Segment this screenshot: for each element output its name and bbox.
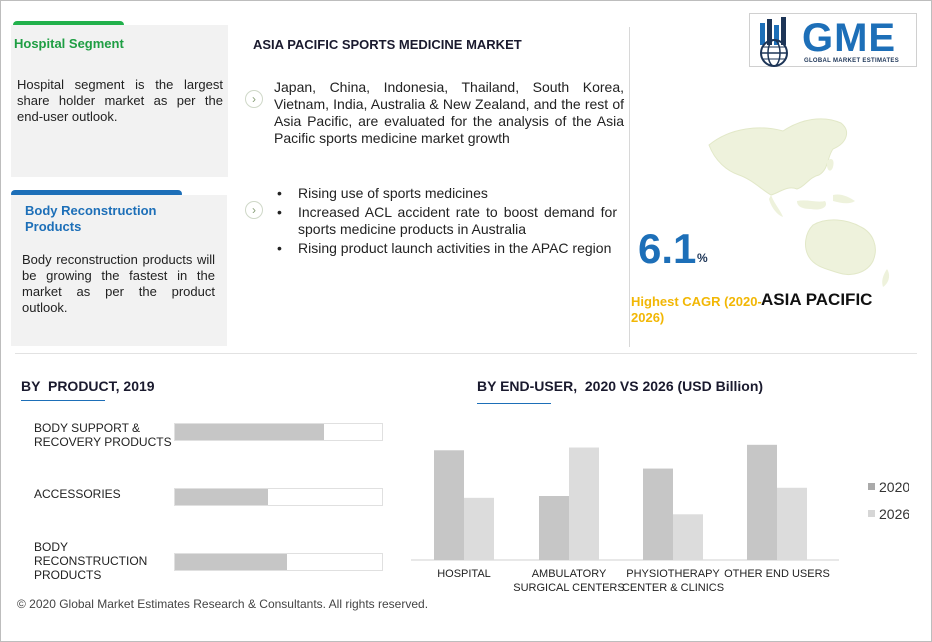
gme-logo: GME GLOBAL MARKET ESTIMATES (749, 13, 917, 67)
hospital-card (11, 25, 228, 177)
product-bar-track (174, 488, 383, 506)
driver-list: Rising use of sports medicines Increased… (277, 185, 617, 259)
enduser-title-underline (477, 403, 551, 404)
enduser-chart-title: BY END-USER, 2020 VS 2026 (USD Billion) (477, 378, 764, 394)
legend-swatch (868, 510, 875, 517)
body-reconstruction-card (11, 195, 227, 346)
legend-swatch (868, 483, 875, 490)
product-bar (175, 489, 269, 505)
enduser-bar-2026 (673, 514, 703, 560)
category-label: AMBULATORY SURGICAL CENTERS (513, 568, 624, 594)
product-label: ACCESSORIES (34, 487, 121, 501)
body-card-text: Body reconstruction products will be gro… (22, 252, 215, 315)
body-card-title: Body Reconstruction Products (25, 203, 157, 234)
product-bar (175, 424, 325, 440)
chevron-right-icon: › (245, 90, 263, 108)
product-label: BODY SUPPORT & RECOVERY PRODUCTS (34, 421, 172, 449)
market-title: ASIA PACIFIC SPORTS MEDICINE MARKET (253, 37, 522, 52)
cagr-unit: % (697, 251, 708, 265)
category-label: HOSPITAL (437, 568, 491, 580)
driver-item: Rising use of sports medicines (277, 185, 617, 202)
enduser-bar-2020 (539, 496, 569, 560)
legend-label: 2026 (879, 506, 909, 522)
enduser-bar-2020 (747, 444, 777, 560)
enduser-bar-2026 (464, 497, 494, 560)
asia-pacific-map-icon (708, 118, 890, 287)
enduser-bar-2020 (434, 450, 464, 560)
enduser-bar-2020 (643, 468, 673, 560)
driver-item: Increased ACL accident rate to boost dem… (277, 204, 617, 238)
product-bar-track (174, 553, 383, 571)
product-title-underline (21, 400, 105, 401)
logo-subtitle: GLOBAL MARKET ESTIMATES (804, 58, 900, 64)
product-bar (175, 554, 287, 570)
product-bar-track (174, 423, 383, 441)
globe-bars-icon (760, 17, 788, 67)
cagr-value: 6.1 (638, 225, 697, 272)
enduser-bar-2026 (569, 447, 599, 560)
cagr-label: Highest CAGR (2020-2026) (631, 294, 762, 325)
legend-label: 2020 (879, 479, 909, 495)
market-intro-text: Japan, China, Indonesia, Thailand, South… (274, 79, 624, 146)
category-label: PHYSIOTHERAPY CENTER & CLINICS (622, 568, 724, 594)
product-label: BODY RECONSTRUCTION PRODUCTS (34, 540, 148, 582)
driver-item: Rising product launch activities in the … (277, 240, 617, 257)
body-card-accent-bar (11, 190, 182, 198)
hospital-card-title: Hospital Segment (14, 36, 124, 51)
category-label: OTHER END USERS (724, 568, 830, 580)
copyright-text: © 2020 Global Market Estimates Research … (17, 597, 429, 611)
hospital-card-text: Hospital segment is the largest share ho… (17, 77, 223, 124)
product-chart-title: BY PRODUCT, 2019 (21, 378, 155, 394)
horizontal-divider (15, 353, 917, 354)
region-label: ASIA PACIFIC (761, 290, 873, 309)
chevron-right-icon: › (245, 201, 263, 219)
enduser-bar-2026 (777, 487, 807, 560)
logo-wordmark: GME (802, 16, 897, 60)
enduser-bar-chart: HOSPITAL AMBULATORY SURGICAL CENTERSPHYSIO… (411, 444, 909, 594)
vertical-divider (629, 27, 630, 347)
